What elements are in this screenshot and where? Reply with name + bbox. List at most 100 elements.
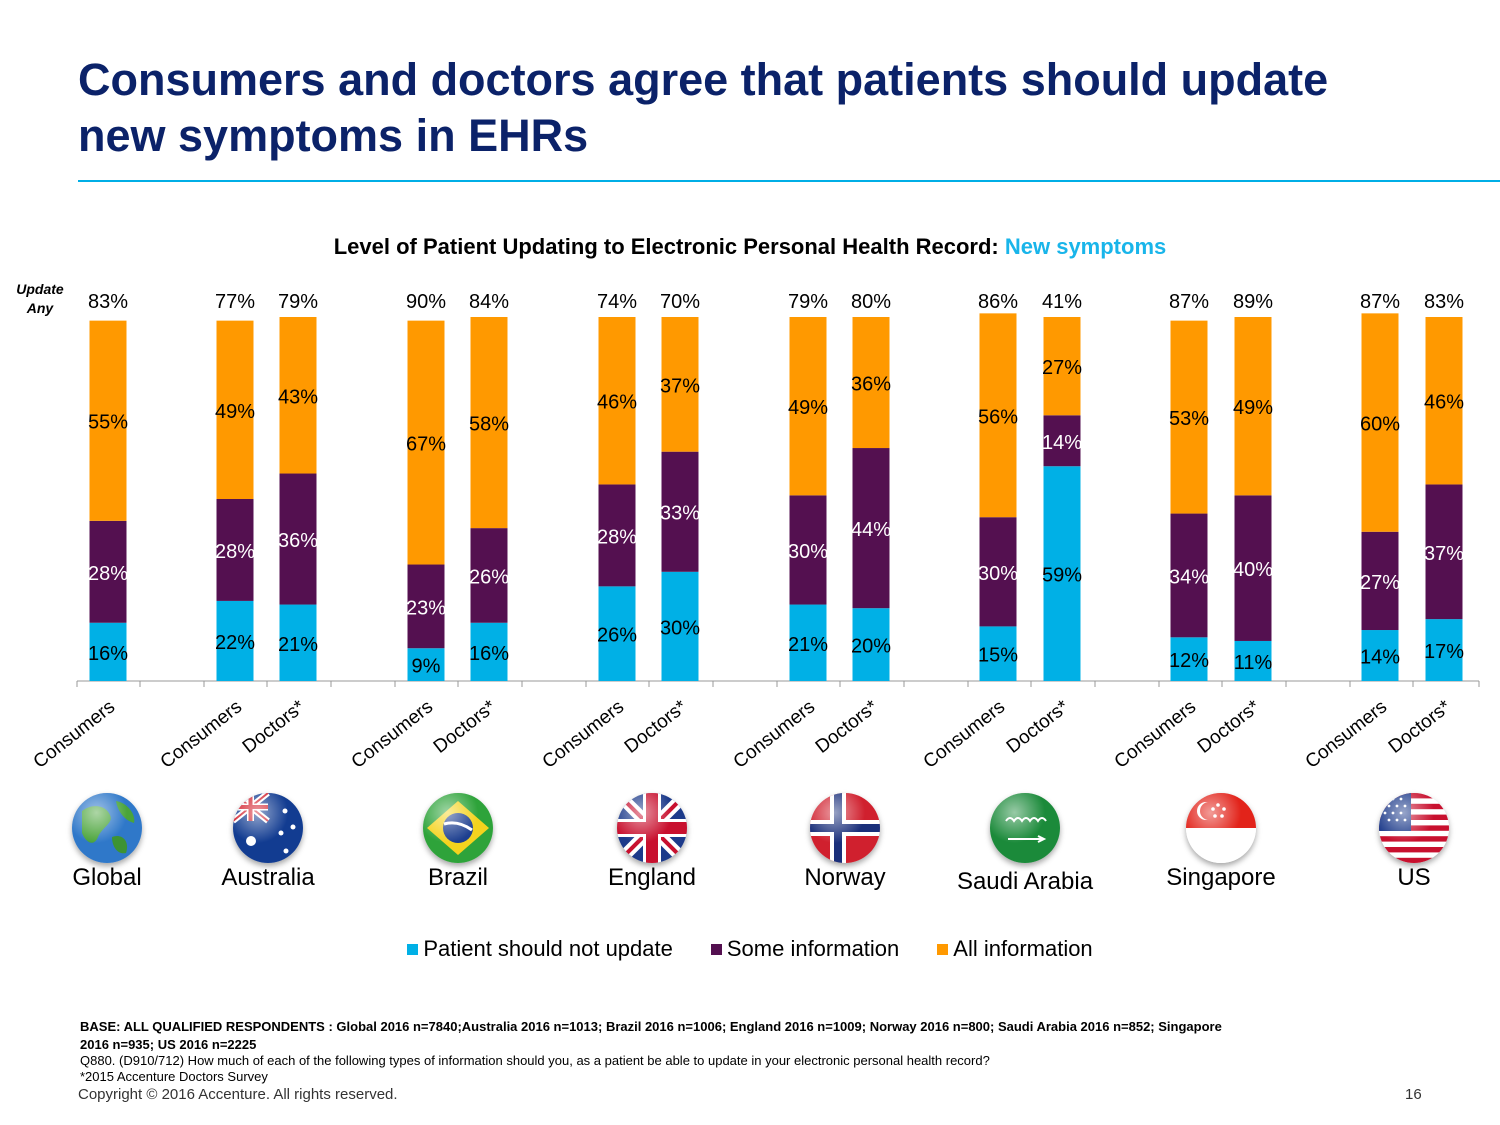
value-label-some: 37%	[1424, 543, 1464, 565]
value-label-some: 23%	[406, 597, 446, 619]
value-label-not-update: 21%	[278, 634, 318, 656]
legend-label-all: All information	[953, 936, 1093, 961]
bar-segment-all	[1361, 313, 1399, 532]
update-any-line-2: Any	[26, 300, 54, 316]
value-label-not-update: 20%	[851, 636, 891, 658]
update-any-line-1: Update	[16, 281, 64, 297]
bar-segment-all	[1425, 317, 1463, 485]
total-label: 83%	[88, 291, 128, 313]
value-label-not-update: 17%	[1424, 641, 1464, 663]
bar-segment-some	[979, 517, 1017, 627]
category-label: Consumers	[539, 696, 628, 772]
bar-segment-all	[470, 317, 508, 529]
uk-flag-icon	[617, 793, 687, 863]
value-label-some: 30%	[978, 563, 1018, 585]
page-title: Consumers and doctors agree that patient…	[78, 54, 1329, 161]
total-label: 90%	[406, 291, 446, 313]
us-flag-icon	[1379, 793, 1449, 863]
bar-segment-not-update	[1234, 640, 1272, 681]
bar-segment-all	[1234, 317, 1272, 496]
total-label: 84%	[469, 291, 509, 313]
bar-segment-not-update	[1361, 630, 1399, 681]
norway-flag-icon	[810, 793, 880, 863]
source-footnote: *2015 Accenture Doctors Survey	[80, 1069, 268, 1084]
country-label: Global	[72, 864, 142, 891]
total-label: 74%	[597, 291, 637, 313]
country-label: Australia	[221, 864, 315, 891]
category-label: Doctors*	[1003, 696, 1074, 758]
bar-segment-some	[598, 484, 636, 587]
value-label-not-update: 16%	[469, 643, 509, 665]
bar-segment-not-update	[216, 600, 254, 681]
value-label-some: 26%	[469, 566, 509, 588]
value-label-all: 49%	[215, 401, 255, 423]
bar-segment-all	[598, 317, 636, 485]
category-label: Consumers	[348, 696, 437, 772]
bar-segment-some	[407, 564, 445, 649]
page-number: 16	[1405, 1086, 1422, 1103]
stacked-bar-chart: 16% 28% 55% 83% Consumers 22% 28% 49% 77% Consume…	[30, 291, 1480, 773]
bar-segment-not-update	[407, 648, 445, 681]
value-label-some: 28%	[88, 563, 128, 585]
title-divider	[78, 180, 1500, 182]
value-label-not-update: 30%	[660, 617, 700, 639]
bar-segment-some	[89, 520, 127, 623]
value-label-not-update: 26%	[597, 625, 637, 647]
category-label: Consumers	[30, 696, 119, 772]
category-label: Doctors*	[1385, 696, 1456, 758]
value-label-some: 30%	[788, 541, 828, 563]
bar-segment-not-update	[1043, 466, 1081, 681]
value-label-some: 44%	[851, 519, 891, 541]
value-label-some: 28%	[597, 526, 637, 548]
country-label: Brazil	[427, 864, 488, 891]
bar-segment-not-update	[852, 608, 890, 681]
bar-segment-some	[1425, 484, 1463, 620]
value-label-all: 43%	[278, 386, 318, 408]
bar-segment-some	[1361, 531, 1399, 631]
bar-segment-not-update	[661, 571, 699, 681]
bar-segment-some	[216, 499, 254, 601]
total-label: 41%	[1042, 291, 1082, 313]
globe-icon	[72, 793, 142, 863]
value-label-all: 46%	[597, 392, 637, 414]
country-label: England	[607, 864, 697, 891]
bar-segment-not-update	[598, 586, 636, 681]
total-label: 87%	[1169, 291, 1209, 313]
total-label: 83%	[1424, 291, 1464, 313]
bar-segment-not-update	[470, 622, 508, 681]
bar-segment-all	[1043, 317, 1081, 416]
value-label-some: 14%	[1042, 432, 1082, 454]
legend-label-not-update: Patient should not update	[423, 936, 673, 961]
value-label-all: 55%	[88, 412, 128, 434]
value-label-not-update: 15%	[978, 645, 1018, 667]
legend-swatch-not-update	[407, 943, 419, 955]
legend-item-not-update: Patient should not update	[407, 936, 673, 962]
value-label-not-update: 14%	[1360, 647, 1400, 669]
category-label: Doctors*	[430, 696, 501, 758]
chart-title-highlight: New symptoms	[1004, 234, 1167, 259]
value-label-not-update: 12%	[1169, 650, 1209, 672]
bar-segment-all	[661, 317, 699, 452]
legend-label-some: Some information	[726, 936, 900, 961]
value-label-all: 56%	[978, 406, 1018, 428]
legend-swatch-all	[937, 943, 949, 955]
update-any-label: Update Any	[10, 280, 70, 318]
value-label-all: 27%	[1042, 357, 1082, 379]
chart-title: Level of Patient Updating to Electronic …	[0, 234, 1500, 260]
value-label-some: 27%	[1360, 572, 1400, 594]
bar-segment-all	[789, 317, 827, 496]
total-label: 79%	[788, 291, 828, 313]
chart-legend: Patient should not update Some informati…	[0, 936, 1500, 962]
category-label: Consumers	[730, 696, 819, 772]
bar-segment-not-update	[789, 604, 827, 681]
bar-segment-some	[1043, 415, 1081, 467]
bar-segment-not-update	[979, 626, 1017, 681]
australia-flag-icon	[233, 793, 303, 863]
total-label: 86%	[978, 291, 1018, 313]
total-label: 79%	[278, 291, 318, 313]
bar-segment-some	[470, 528, 508, 623]
value-label-not-update: 21%	[788, 634, 828, 656]
bar-segment-all	[1170, 320, 1208, 514]
legend-item-some: Some information	[710, 936, 900, 962]
bar-segment-all	[852, 317, 890, 449]
